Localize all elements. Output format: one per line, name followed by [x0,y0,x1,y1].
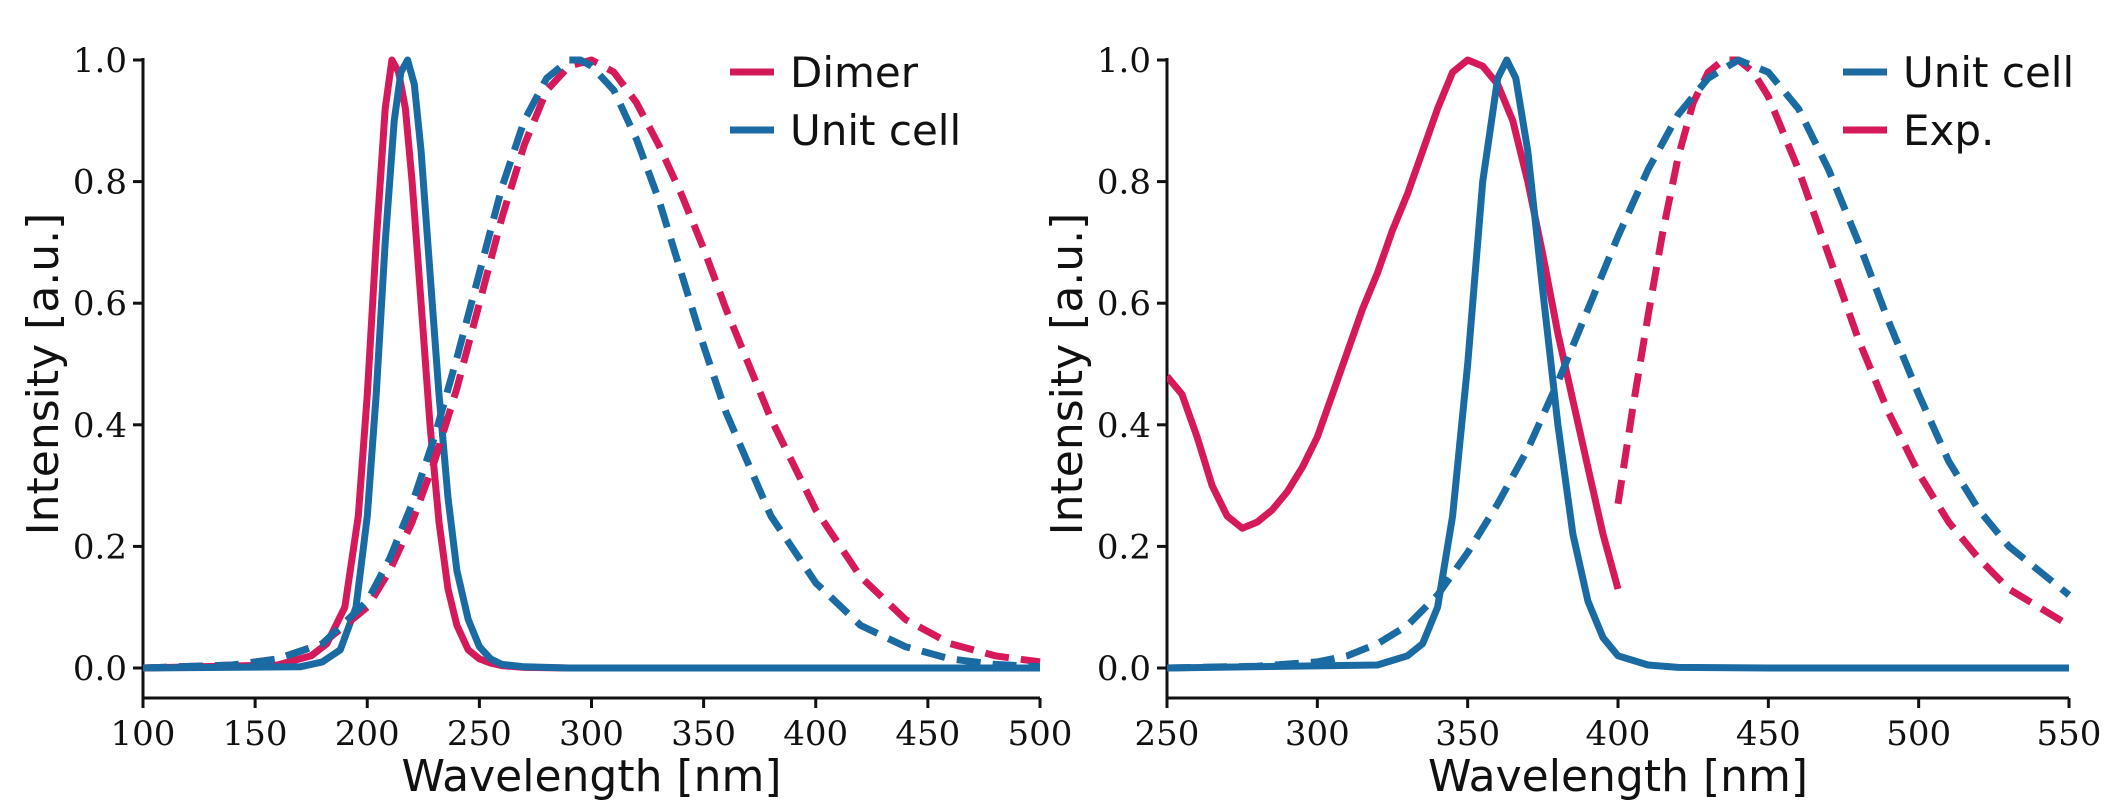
legend-label: Unit cell [1903,48,2074,97]
exp-solid-line [1167,56,1622,590]
y-tick-label: 1.0 [1097,41,1151,81]
x-tick-label: 400 [1586,714,1651,754]
y-axis-title: Intensity [a.u.] [18,213,69,536]
y-tick-label: 0.0 [73,649,127,689]
y-tick-label: 0.6 [1097,284,1151,324]
x-tick-label: 550 [2037,714,2102,754]
x-tick-label: 150 [223,714,288,754]
legend-label: Exp. [1903,106,1994,155]
unit-cell-solid-line [1167,56,2069,672]
y-tick-label: 1.0 [73,41,127,81]
y-tick-label: 0.2 [73,527,127,567]
exp-dashed-line [1614,56,2071,629]
legend-label: Dimer [790,48,919,97]
x-tick-label: 250 [447,714,512,754]
x-tick-label: 400 [783,714,848,754]
y-tick-label: 0.8 [1097,163,1151,203]
series-group [143,56,1041,672]
x-axis-title: Wavelength [nm] [401,751,781,802]
x-tick-label: 250 [1135,714,1200,754]
y-tick-label: 0.8 [73,163,127,203]
x-tick-label: 200 [335,714,400,754]
unit-cell-dashed-line [143,56,1041,672]
y-axis-title: Intensity [a.u.] [1042,213,1093,536]
series-group [1167,56,2072,672]
x-tick-label: 300 [1285,714,1350,754]
chart-left: 0.0 0.2 0.4 0.6 0.8 1.0 100 150 200 250 300 350 400 4… [18,41,1072,802]
chart-right: 0.0 0.2 0.4 0.6 0.8 1.0 250 300 350 400 450 500 550 W… [1042,41,2101,802]
y-tick-label: 0.6 [73,284,127,324]
x-tick-label: 350 [1435,714,1500,754]
y-tick-label: 0.0 [1097,649,1151,689]
x-tick-label: 100 [111,714,176,754]
legend-label: Unit cell [790,106,961,155]
x-tick-label: 300 [559,714,624,754]
x-tick-label: 350 [671,714,736,754]
x-tick-label: 450 [1736,714,1801,754]
unit-cell-dashed-line [1167,56,2072,672]
y-tick-label: 0.4 [73,406,127,446]
x-axis-title: Wavelength [nm] [1428,751,1808,802]
y-tick-label: 0.4 [1097,406,1151,446]
x-tick-label: 500 [1886,714,1951,754]
x-tick-label: 500 [1008,714,1073,754]
x-tick-label: 450 [895,714,960,754]
y-tick-label: 0.2 [1097,527,1151,567]
